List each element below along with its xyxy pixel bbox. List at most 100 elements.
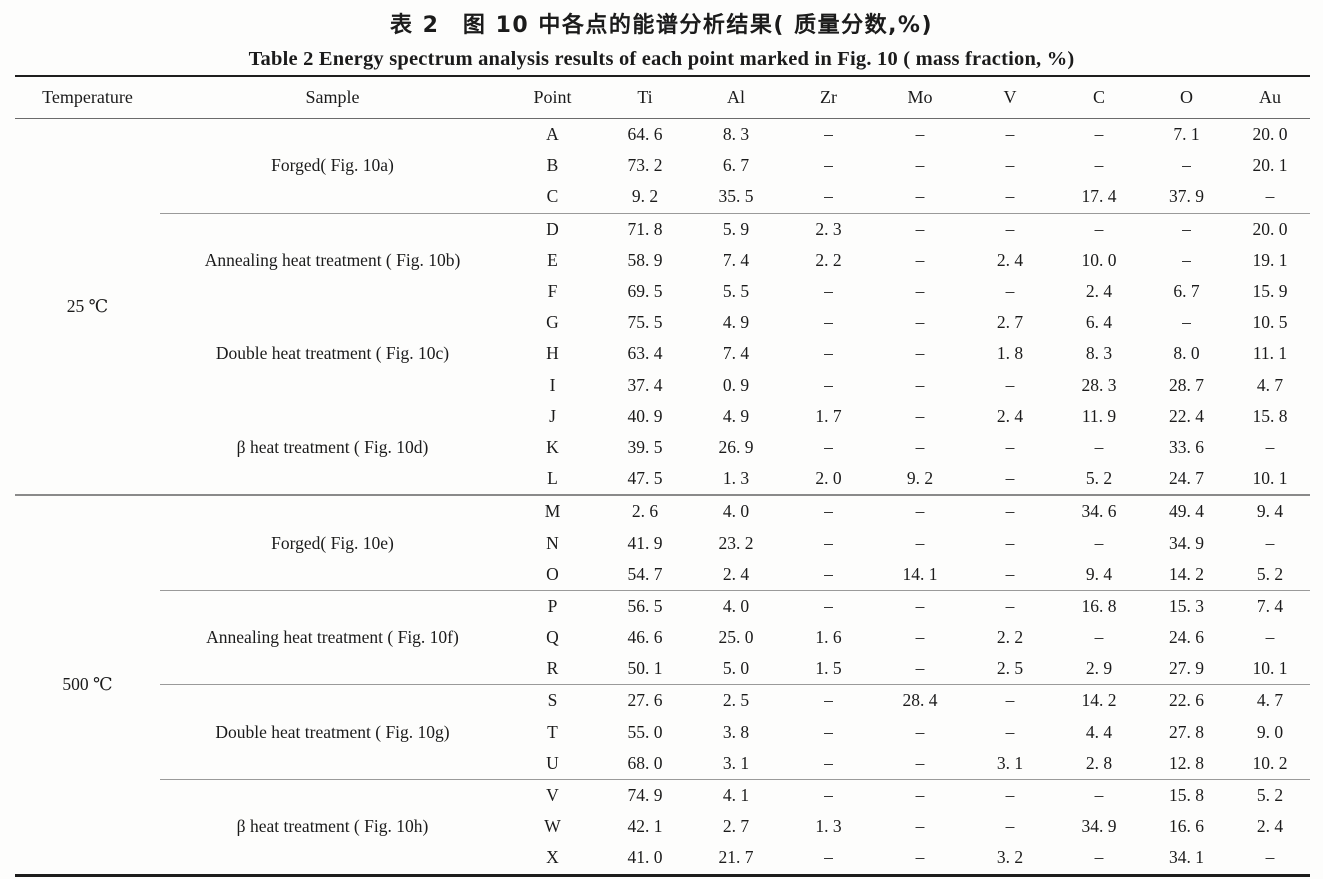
cell-value: – (824, 343, 833, 364)
cell-value: 55. 0 (627, 721, 663, 742)
table-row: C 9. 2 35. 5 – – – 17. 4 37. 9 – (15, 181, 1310, 213)
cell-value: 2. 5 (690, 684, 782, 717)
cell-value: 2. 4 (1085, 281, 1113, 302)
cell-value: 10. 5 (1252, 312, 1288, 333)
table-row: Annealing heat treatment ( Fig. 10f) P 56.… (15, 589, 1310, 685)
cell-value: – (1005, 563, 1015, 584)
sample-label: β heat treatment ( Fig. 10d) (236, 436, 429, 457)
table-header: Temperature Sample Point Ti Al Zr Mo V C… (15, 76, 1310, 119)
cell-value: 74. 9 (600, 778, 690, 812)
cell-value: 19. 1 (1252, 249, 1288, 270)
cell-value: 26. 9 (718, 436, 754, 457)
cell-value: 35. 5 (718, 186, 754, 207)
table-row: T 55. 0 3. 8 – – – 4. 4 27. 8 9. 0 (15, 717, 1310, 748)
col-header-point: Point (505, 76, 600, 119)
point-label: O (546, 563, 559, 584)
cell-value: – (1005, 124, 1015, 145)
table-row: I 37. 4 0. 9 – – – 28. 3 28. 7 4. 7 (15, 370, 1310, 401)
table-row: E 58. 9 7. 4 2. 2 – 2. 4 10. 0 – 19. 1 (15, 245, 1310, 276)
cell-value: 2. 2 (996, 627, 1024, 648)
cell-value: 3. 1 (996, 752, 1024, 773)
cell-value: 7. 4 (1230, 589, 1310, 622)
cell-value: 37. 4 (627, 374, 663, 395)
cell-value: – (915, 816, 925, 837)
table-row: Annealing heat treatment ( Fig. 10b) D 71.… (15, 212, 1310, 308)
cell-value: 27. 9 (1169, 658, 1204, 679)
cell-value: 28. 7 (1169, 374, 1204, 395)
cell-value: – (824, 721, 833, 742)
col-header-ti: Ti (600, 76, 690, 119)
cell-value: 9. 4 (1230, 494, 1310, 528)
cell-value: 3. 8 (722, 721, 750, 742)
cell-value: – (1005, 436, 1015, 457)
cell-value: 1. 5 (815, 658, 842, 679)
cell-value: – (875, 778, 965, 812)
cell-value: – (824, 312, 833, 333)
point-label: F (547, 281, 558, 302)
sample-label: Forged( Fig. 10a) (271, 155, 394, 176)
col-header-mo: Mo (875, 76, 965, 119)
cell-value: 2. 5 (996, 658, 1024, 679)
cell-value: 24. 6 (1169, 627, 1204, 648)
cell-value: – (965, 684, 1055, 717)
cell-value: 2. 4 (722, 563, 750, 584)
cell-value: – (1094, 532, 1104, 553)
cell-value: – (1094, 847, 1104, 868)
cell-value: 4. 9 (722, 405, 750, 426)
point-label: L (547, 468, 558, 489)
cell-value: 1. 3 (722, 468, 750, 489)
cell-value: – (915, 312, 925, 333)
cell-value: 16. 6 (1169, 816, 1204, 837)
cell-value: – (1005, 155, 1015, 176)
cell-value: 2. 0 (815, 468, 842, 489)
point-label: X (546, 847, 559, 868)
cell-value: – (875, 589, 965, 622)
cell-value: 54. 7 (627, 563, 663, 584)
cell-value: 14. 2 (1169, 563, 1204, 584)
cell-value: 15. 3 (1143, 589, 1230, 622)
cell-value: 10. 2 (1252, 752, 1288, 773)
sample-label: Double heat treatment ( Fig. 10g) (160, 684, 505, 780)
cell-value: 58. 9 (627, 249, 663, 270)
cell-value: 75. 5 (627, 312, 663, 333)
cell-value: 10. 0 (1081, 249, 1117, 270)
cell-value: 15. 9 (1252, 281, 1288, 302)
cell-value: 50. 1 (627, 658, 663, 679)
cell-value: 69. 5 (627, 281, 663, 302)
cell-value: 2. 4 (1256, 816, 1284, 837)
cell-value: – (915, 186, 925, 207)
table-row: β heat treatment ( Fig. 10h) V 74. 9 4. 1– –… (15, 778, 1310, 875)
cell-value: 22. 4 (1169, 405, 1204, 426)
cell-value: 2. 4 (996, 405, 1024, 426)
cell-value: 71. 8 (600, 212, 690, 245)
cell-value: 73. 2 (627, 155, 663, 176)
cell-value: 7. 4 (722, 343, 750, 364)
cell-value: – (1005, 721, 1015, 742)
cell-value: – (915, 405, 925, 426)
cell-value: 25. 0 (718, 627, 754, 648)
point-label: R (546, 658, 559, 679)
cell-value: – (915, 532, 925, 553)
cell-value: 0. 9 (722, 374, 750, 395)
cell-value: – (1055, 212, 1143, 245)
cell-value: – (782, 778, 875, 812)
cell-value: 8. 3 (1085, 343, 1113, 364)
point-label: S (505, 684, 600, 717)
cell-value: 4. 0 (690, 494, 782, 528)
cell-value: 37. 9 (1169, 186, 1204, 207)
point-label: E (547, 249, 558, 270)
cell-value: – (1005, 186, 1015, 207)
cell-value: 41. 9 (627, 532, 663, 553)
cell-value: 21. 7 (718, 847, 754, 868)
cell-value: 9. 2 (906, 468, 934, 489)
cell-value: 1. 6 (815, 627, 842, 648)
cell-value: 17. 4 (1081, 186, 1117, 207)
cell-value: – (1005, 532, 1015, 553)
cell-value: – (824, 124, 833, 145)
cell-value: 27. 6 (600, 684, 690, 717)
cell-value: – (915, 847, 925, 868)
cell-value: 41. 0 (627, 847, 663, 868)
cell-value: – (915, 155, 925, 176)
